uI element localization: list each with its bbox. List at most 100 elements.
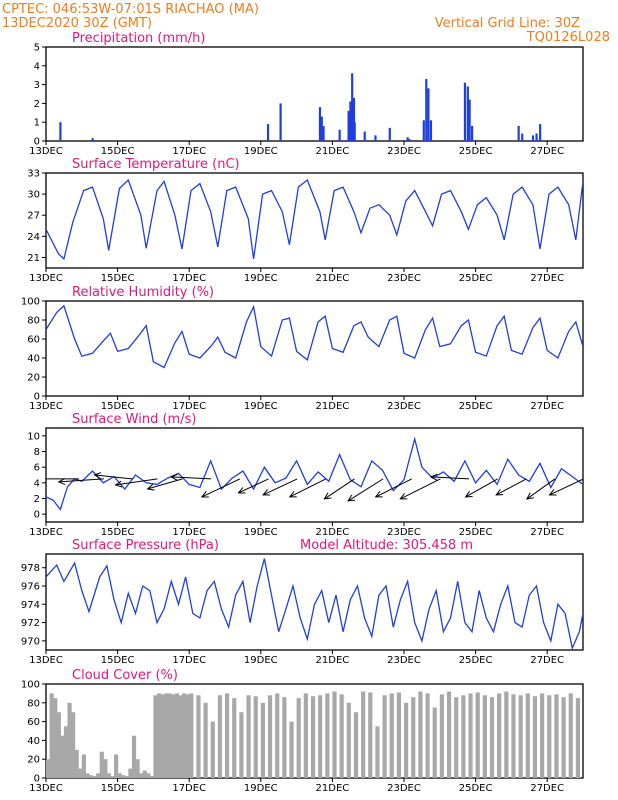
- cloud-bar: [404, 702, 409, 778]
- cloud-bar: [375, 726, 380, 778]
- precip-bar: [351, 73, 354, 141]
- temperature-panel: Surface Temperature (nC) 21 24 27 30 33 13DEC 1…: [27, 157, 584, 284]
- temperature-frame: [45, 172, 584, 269]
- cloud-bar: [88, 775, 94, 778]
- humidity-marks: [46, 304, 583, 369]
- wind-vector: [324, 478, 355, 500]
- wind-vector: [496, 478, 527, 496]
- x-tick-label: 13DEC: [29, 527, 63, 538]
- x-tick-label: 23DEC: [387, 783, 421, 794]
- x-tick-label: 19DEC: [244, 655, 278, 666]
- x-tick-label: 25DEC: [459, 273, 493, 284]
- precip-bar: [347, 110, 350, 141]
- pressure-title: Surface Pressure (hPa): [72, 538, 219, 553]
- x-tick-label: 15DEC: [101, 146, 135, 157]
- wind-vector: [347, 478, 384, 502]
- wind-vector-head: [237, 487, 246, 494]
- cloud-bar: [189, 693, 194, 778]
- wind-vector-head: [429, 473, 438, 481]
- y-tick-label: 80: [27, 316, 40, 327]
- cloud-bar: [81, 754, 86, 778]
- y-tick-label: 100: [21, 297, 40, 308]
- precip-bar: [363, 131, 366, 141]
- precip-bar: [429, 120, 433, 141]
- x-tick-label: 17DEC: [172, 401, 206, 412]
- y-tick-label: 60: [27, 717, 40, 728]
- precipitation-frame: [45, 46, 584, 142]
- x-tick-label: 21DEC: [316, 401, 350, 412]
- y-tick-label: 976: [21, 582, 40, 593]
- x-tick-label: 23DEC: [387, 527, 421, 538]
- cloud-bar: [128, 768, 133, 778]
- y-tick-label: 20: [27, 755, 40, 766]
- x-tick-label: 13DEC: [29, 783, 63, 794]
- run-datetime: 13DEC2020 30Z (GMT): [2, 16, 152, 31]
- x-tick-label: 15DEC: [101, 401, 135, 412]
- precip-bar: [349, 101, 352, 141]
- temperature-line: [46, 178, 583, 261]
- precip-bar: [338, 129, 341, 141]
- y-tick-label: 978: [21, 563, 40, 574]
- cloud-bar: [182, 693, 187, 778]
- y-tick-label: 60: [27, 335, 40, 346]
- y-tick-label: 0: [34, 392, 40, 403]
- x-tick-label: 21DEC: [316, 655, 350, 666]
- cloud-bar: [468, 693, 473, 778]
- wind-vector-head: [399, 493, 408, 500]
- cloud-bar: [85, 773, 90, 778]
- cloud-bar: [225, 693, 230, 778]
- y-tick-label: 1: [34, 118, 40, 129]
- wind-panel: Surface Wind (m/s) 0 2 4 6 8 10 13DEC 15DEC 17DEC…: [27, 412, 584, 538]
- precip-bar: [408, 139, 411, 141]
- wind-vector: [238, 478, 269, 494]
- cloud-cover-marks: [46, 691, 581, 778]
- humidity-frame: [45, 300, 584, 397]
- x-tick-label: 25DEC: [459, 655, 493, 666]
- cloud-bar: [275, 693, 280, 778]
- x-tick-label: 27DEC: [530, 655, 564, 666]
- wind-vector: [465, 478, 498, 498]
- cloud-bar: [296, 698, 301, 778]
- cloud-bar: [253, 696, 258, 778]
- cloud-bar: [56, 712, 61, 778]
- model-altitude-label: Model Altitude: 305.458 m: [300, 538, 473, 553]
- y-tick-label: 27: [27, 211, 40, 222]
- wind-line: [46, 436, 583, 511]
- temperature-title: Surface Temperature (nC): [72, 157, 240, 172]
- wind-vector: [58, 478, 104, 483]
- precip-bar: [422, 120, 425, 141]
- cloud-bar: [554, 694, 559, 778]
- wind-marks: [46, 436, 583, 511]
- wind-vector-head: [262, 489, 271, 496]
- cloud-bar: [332, 691, 337, 778]
- cloud-bar: [289, 721, 294, 778]
- y-tick-label: 5: [34, 43, 40, 54]
- precip-bar: [59, 122, 62, 141]
- cloud-bar: [389, 693, 394, 778]
- wind-vector-head: [57, 478, 66, 485]
- x-tick-label: 25DEC: [459, 401, 493, 412]
- cloud-bar: [497, 693, 502, 778]
- cloud-bar: [78, 768, 83, 778]
- wind-vector: [549, 478, 583, 496]
- precip-bar: [425, 78, 428, 141]
- wind-vector-head: [114, 480, 123, 488]
- y-tick-label: 0: [34, 510, 40, 521]
- cloud-cover-title: Cloud Cover (%): [72, 668, 178, 683]
- wind-vector: [289, 478, 326, 498]
- model-run-code: TQ0126L028: [526, 30, 610, 45]
- cloud-cover-panel: Cloud Cover (%) 0 20 40 60 80 100 13DEC 15DEC 17D…: [21, 668, 584, 794]
- temperature-marks: [46, 178, 583, 261]
- wind-vector-head: [93, 472, 102, 480]
- y-tick-label: 4: [34, 478, 40, 489]
- cloud-bar: [525, 693, 530, 778]
- wind-vector: [400, 478, 441, 500]
- humidity-panel: Relative Humidity (%) 0 20 40 60 80 100 13DEC 15…: [21, 285, 584, 412]
- x-tick-label: 19DEC: [244, 146, 278, 157]
- cloud-bar: [267, 695, 273, 778]
- pressure-panel: Surface Pressure (hPa) Model Altitude: 30…: [21, 538, 584, 666]
- y-tick-label: 0: [34, 774, 40, 785]
- precip-bar: [466, 86, 469, 141]
- precip-bar: [266, 124, 270, 141]
- cloud-bar: [74, 749, 79, 778]
